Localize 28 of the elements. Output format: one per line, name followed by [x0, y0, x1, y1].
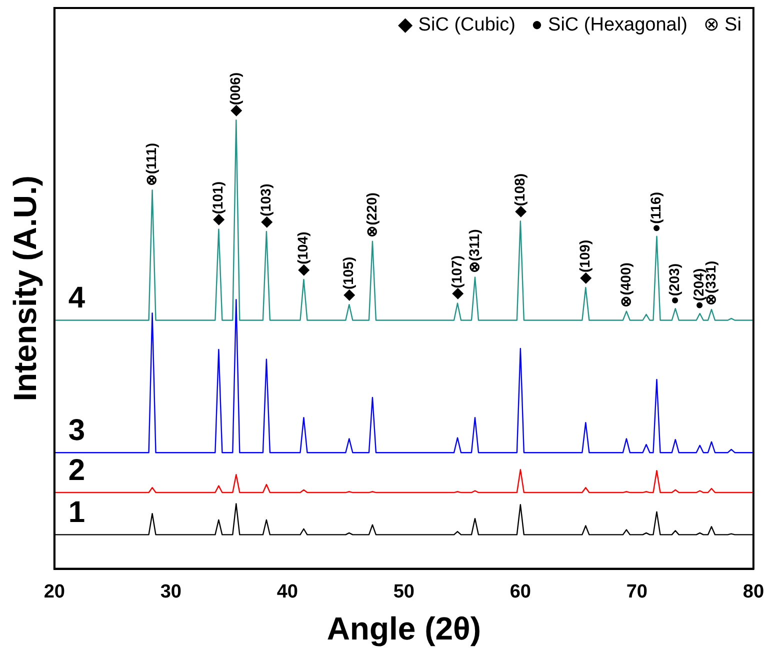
- x-tick-label: 70: [626, 581, 648, 602]
- series-label: 2: [68, 454, 86, 487]
- y-axis-title: Intensity (A.U.): [7, 176, 44, 402]
- annotation: ⊗(400): [617, 262, 634, 308]
- annotation: ●(116): [648, 192, 664, 232]
- annotation: ◆(105): [340, 256, 356, 302]
- x-tick-label: 30: [160, 581, 182, 602]
- x-axis-title: Angle (2θ): [326, 610, 482, 647]
- x-tick-label: 60: [510, 581, 531, 602]
- x-tick-label: 80: [742, 581, 764, 602]
- annotation: ⊗(311): [466, 229, 482, 274]
- series-label: 3: [68, 414, 86, 447]
- annotation: ◆(109): [576, 240, 593, 285]
- annotation: ⊗(111): [143, 143, 160, 186]
- x-tick-label: 40: [276, 581, 298, 602]
- annotation: ⊗(220): [363, 192, 380, 238]
- annotation: ◆(006): [227, 72, 244, 118]
- annotation: ◆(107): [448, 256, 464, 300]
- annotation: ◆(101): [210, 181, 226, 226]
- series-label: 1: [68, 496, 86, 529]
- annotation: ◆(104): [294, 232, 311, 276]
- x-tick-label: 50: [393, 581, 414, 602]
- annotation: ●(203): [666, 263, 682, 305]
- x-tick-label: 20: [44, 581, 65, 602]
- series-label: 4: [68, 282, 86, 315]
- text: ◆ SiC (Cubic) ● SiC (Hexagonal) ⊗ Si: [398, 14, 742, 36]
- annotation: ◆(108): [511, 173, 528, 218]
- annotation: ◆(103): [257, 184, 274, 228]
